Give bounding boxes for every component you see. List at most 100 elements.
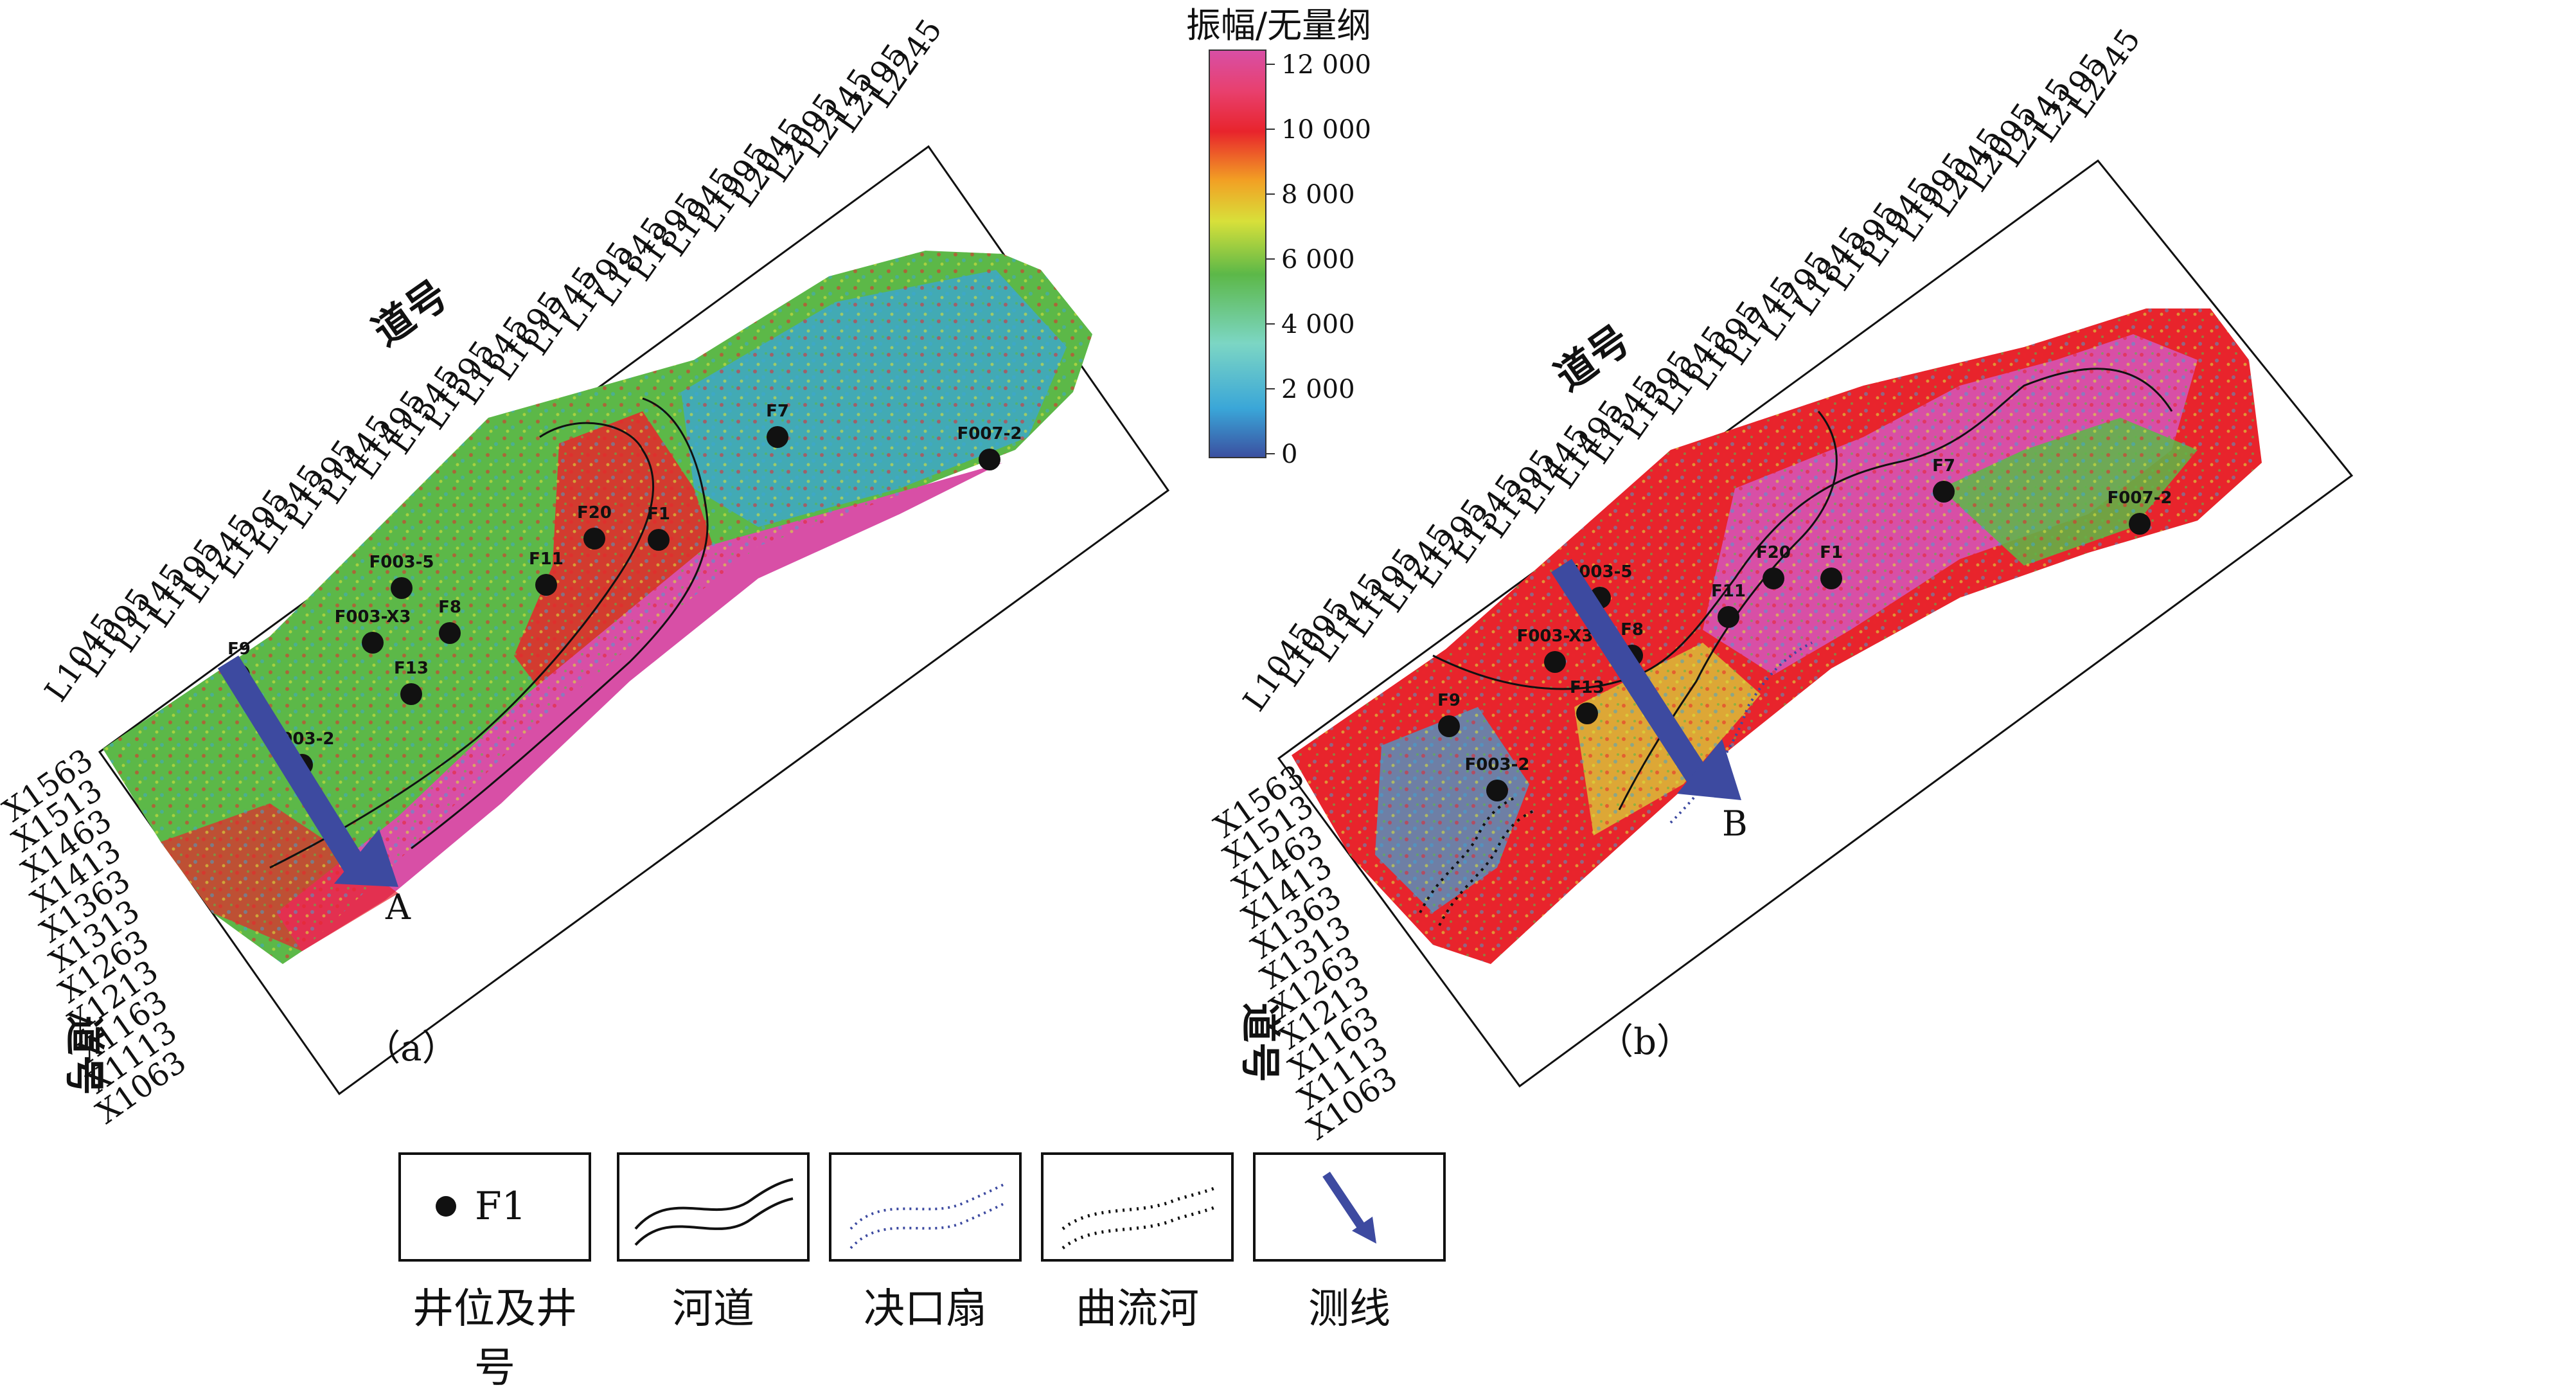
well-marker: F003-2 (1465, 755, 1530, 801)
map-a-crossline-labels: X1563X1513X1463X1413X1363X1313X1263X1213… (0, 742, 193, 1131)
well-label: F003-X3 (1517, 627, 1594, 646)
well-label: F007-2 (957, 424, 1022, 443)
legend-well-sample-label: F1 (475, 1184, 526, 1229)
well-label: F003-X3 (335, 607, 411, 627)
colorbar-tick-label: 12 000 (1281, 50, 1371, 80)
colorbar-tick-label: 0 (1281, 440, 1297, 469)
well-label: F1 (1820, 543, 1843, 562)
well-dot-icon (1544, 651, 1566, 673)
legend-well-box: F1 (398, 1152, 591, 1262)
legend-well-sample: F1 (436, 1184, 526, 1229)
well-label: F13 (394, 659, 429, 678)
legend-survey-box (1253, 1152, 1446, 1262)
map-b-meander-line (1419, 796, 1517, 913)
well-marker: F11 (1711, 582, 1746, 628)
colorbar-ticks: 12 000 10 000 8 000 6 000 4 000 2 000 0 (1266, 50, 1371, 469)
map-b-crossline-title: 道号 (1237, 1003, 1284, 1082)
map-b-channel-line (1432, 368, 2173, 690)
well-marker: F8 (438, 598, 461, 644)
well-marker: F003-X3 (335, 607, 411, 654)
well-label: F9 (1437, 691, 1461, 710)
well-marker: F003-X3 (1517, 627, 1594, 673)
crevasse-splay-icon (849, 1183, 1006, 1249)
map-a-line-label: A (385, 887, 411, 927)
well-label: F003-2 (1465, 755, 1530, 774)
map-b-frame (1277, 159, 2354, 1088)
well-dot-icon (436, 1196, 456, 1217)
map-b-line-label: B (1722, 803, 1748, 844)
map-b: L1045L1095L1145L1195L1245L1295L1345L1395… (1208, 22, 2354, 1147)
well-dot-icon (979, 449, 1000, 470)
well-label: F7 (1932, 456, 1955, 476)
map-a-caption: （a） (364, 1028, 457, 1069)
legend-meander-box (1041, 1152, 1234, 1262)
well-dot-icon (1486, 780, 1508, 801)
well-dot-icon (535, 574, 557, 596)
map-a-channel-line (269, 422, 655, 869)
well-marker: F13 (394, 659, 429, 705)
well-dot-icon (1718, 606, 1739, 628)
well-dot-icon (1438, 715, 1460, 737)
well-marker: F7 (1932, 456, 1955, 503)
legend-label-well: 井位及井号 (413, 1285, 577, 1392)
well-dot-icon (391, 577, 413, 599)
well-dot-icon (2129, 513, 2151, 535)
colorbar-tick-label: 6 000 (1281, 245, 1355, 274)
well-dot-icon (439, 622, 461, 644)
legend-splay-box (829, 1152, 1022, 1262)
map-a-inline-title: 道号 (364, 271, 456, 355)
well-label: F20 (1756, 543, 1791, 562)
well-label: F7 (766, 402, 789, 421)
well-label: F003-5 (369, 553, 434, 572)
colorbar: 振幅/无量纲 12 000 10 000 8 000 6 000 4 000 2 000 0 (1186, 5, 1371, 469)
well-marker: F1 (647, 505, 670, 551)
well-label: F11 (1711, 582, 1746, 601)
well-dot-icon (767, 426, 788, 448)
colorbar-title: 振幅/无量纲 (1186, 5, 1371, 46)
well-label: F20 (577, 503, 612, 523)
well-dot-icon (1763, 567, 1784, 589)
well-label: F13 (1570, 678, 1604, 697)
colorbar-tick-label: 2 000 (1281, 375, 1355, 404)
well-marker: F20 (577, 503, 612, 550)
well-label: F007-2 (2108, 488, 2172, 508)
well-dot-icon (583, 528, 605, 550)
map-a: L1045L1095L1145L1195L1245L1295L1345L1395… (0, 13, 1170, 1131)
well-marker: F11 (529, 550, 564, 596)
well-marker: F007-2 (2108, 488, 2172, 535)
well-marker: F13 (1570, 678, 1604, 724)
well-dot-icon (400, 683, 422, 705)
meander-river-icon (1061, 1185, 1218, 1249)
legend-label-channel: 河道 (672, 1285, 754, 1333)
colorbar-tick-label: 4 000 (1281, 310, 1355, 339)
legend-channel-box (617, 1152, 810, 1262)
colorbar-gradient (1209, 49, 1266, 458)
well-label: F1 (647, 505, 670, 524)
well-marker: F20 (1756, 543, 1791, 589)
map-a-magenta-zone (276, 463, 1002, 951)
map-a-crossline-title: 道号 (61, 1015, 108, 1095)
map-b-crossline-labels: X1563X1513X1463X1413X1363X1313X1263X1213… (1208, 758, 1404, 1147)
well-marker: F003-5 (369, 553, 434, 599)
colorbar-tick-label: 8 000 (1281, 180, 1355, 210)
well-marker: F1 (1820, 543, 1843, 589)
colorbar-tick-label: 10 000 (1281, 115, 1371, 145)
map-b-survey-line: B (1551, 558, 1748, 844)
well-label: F9 (227, 639, 251, 659)
well-dot-icon (362, 632, 384, 654)
well-marker: F9 (1437, 691, 1461, 737)
channel-lines-icon (634, 1178, 794, 1246)
seismic-attribute-figure: 振幅/无量纲 12 000 10 000 8 000 6 000 4 000 2 000 0… (0, 5, 2354, 1147)
well-dot-icon (1933, 481, 1955, 503)
legend-label-meander: 曲流河 (1076, 1285, 1199, 1333)
well-label: F11 (529, 550, 564, 569)
well-label: F8 (1621, 620, 1644, 639)
well-marker: F007-2 (957, 424, 1022, 470)
legend-label-splay: 决口扇 (864, 1285, 987, 1333)
well-marker: F7 (766, 402, 789, 448)
map-a-frame (98, 145, 1170, 1096)
survey-arrow-icon (1322, 1172, 1376, 1244)
well-dot-icon (648, 529, 670, 551)
map-b-caption: （b） (1597, 1021, 1692, 1063)
legend-label-survey: 测线 (1308, 1285, 1390, 1333)
